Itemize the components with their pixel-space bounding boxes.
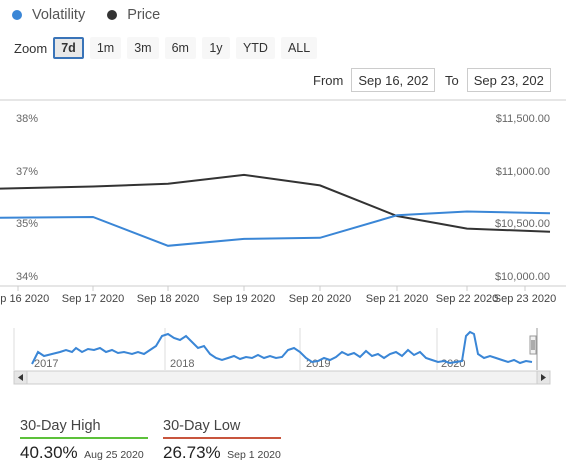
main-chart: 38% 37% 35% 34% $11,500.00 $11,000.00 $10,500… — [0, 99, 566, 305]
x-axis-tick-label: Sep 19 2020 — [213, 293, 275, 305]
range-to-input[interactable] — [466, 68, 551, 92]
legend-label-volatility: Volatility — [32, 7, 86, 23]
x-axis-tick-label: Sep 17 2020 — [62, 293, 124, 305]
zoom-button-all[interactable]: ALL — [280, 37, 318, 59]
volatility-series-line — [0, 210, 551, 247]
zoom-button-3m[interactable]: 3m — [127, 37, 159, 59]
zoom-button-ytd[interactable]: YTD — [235, 37, 275, 59]
x-axis-tick-label: Sep 20 2020 — [289, 293, 351, 305]
stat-underline — [20, 437, 148, 439]
legend-label-price: Price — [127, 7, 161, 23]
zoom-bar: Zoom 7d 1m 3m 6m 1y YTD ALL — [14, 36, 323, 60]
price-series-line — [0, 173, 551, 233]
stat-date: Aug 25 2020 — [84, 449, 144, 461]
range-to-label: To — [445, 72, 459, 88]
left-axis-tick-label: 34% — [16, 271, 38, 283]
stat-30-day-high: 30-Day High 40.30% Aug 25 2020 — [20, 418, 148, 463]
x-axis-tick-label: Sep 22 2020 — [436, 293, 498, 305]
right-axis-tick-label: $10,000.00 — [495, 271, 550, 283]
zoom-label: Zoom — [14, 40, 48, 56]
price-legend-marker — [107, 10, 118, 20]
zoom-button-7d[interactable]: 7d — [53, 37, 84, 59]
zoom-button-1m[interactable]: 1m — [89, 37, 122, 59]
right-axis-tick-label: $10,500.00 — [495, 218, 550, 230]
legend-item-volatility[interactable]: Volatility — [12, 7, 85, 23]
left-axis: 38% 37% 35% 34% — [16, 113, 38, 283]
navigator-year-label: 2017 — [34, 358, 58, 370]
stat-value: 40.30% — [20, 443, 78, 462]
scroll-left-arrow-icon — [18, 374, 23, 381]
left-axis-tick-label: 38% — [16, 113, 38, 125]
range-from-input[interactable] — [351, 68, 436, 92]
stat-underline — [163, 437, 281, 439]
right-axis: $11,500.00 $11,000.00 $10,500.00 $10,000.00 — [495, 113, 550, 283]
stat-value-row: 26.73% Sep 1 2020 — [163, 443, 281, 463]
stat-date: Sep 1 2020 — [227, 449, 281, 461]
right-axis-tick-label: $11,000.00 — [496, 166, 550, 178]
range-from-label: From — [313, 72, 344, 88]
stat-value: 26.73% — [163, 443, 221, 462]
zoom-button-1y[interactable]: 1y — [201, 37, 230, 59]
navigator-scrollbar-track[interactable] — [13, 370, 551, 385]
x-axis-tick-label: Sep 18 2020 — [137, 293, 199, 305]
range-to: To — [445, 67, 551, 93]
stat-label: 30-Day Low — [163, 418, 241, 434]
range-from: From — [313, 67, 436, 93]
navigator: 2017 2018 2019 2020 — [13, 328, 551, 385]
x-axis-tick-label: Sep 21 2020 — [366, 293, 428, 305]
navigator-background — [14, 328, 550, 370]
navigator-handle[interactable] — [529, 335, 537, 355]
x-axis: Sep 16 2020 Sep 17 2020 Sep 18 2020 Sep 19 … — [0, 286, 556, 305]
stat-value-row: 40.30% Aug 25 2020 — [20, 443, 148, 463]
stat-30-day-low: 30-Day Low 26.73% Sep 1 2020 — [163, 418, 281, 463]
x-axis-tick-label: Sep 16 2020 — [0, 293, 49, 305]
stat-label: 30-Day High — [20, 418, 101, 434]
scroll-right-arrow-icon — [541, 374, 546, 381]
zoom-button-6m[interactable]: 6m — [164, 37, 196, 59]
chart-legend: Volatility Price — [12, 4, 182, 26]
legend-item-price[interactable]: Price — [107, 7, 160, 23]
navigator-volatility-line — [31, 330, 533, 365]
right-axis-tick-label: $11,500.00 — [496, 113, 550, 125]
navigator-year-label: 2018 — [170, 358, 194, 370]
left-axis-tick-label: 35% — [16, 218, 38, 230]
volatility-legend-marker — [12, 10, 22, 20]
left-axis-tick-label: 37% — [16, 166, 38, 178]
x-axis-tick-label: Sep 23 2020 — [494, 293, 556, 305]
